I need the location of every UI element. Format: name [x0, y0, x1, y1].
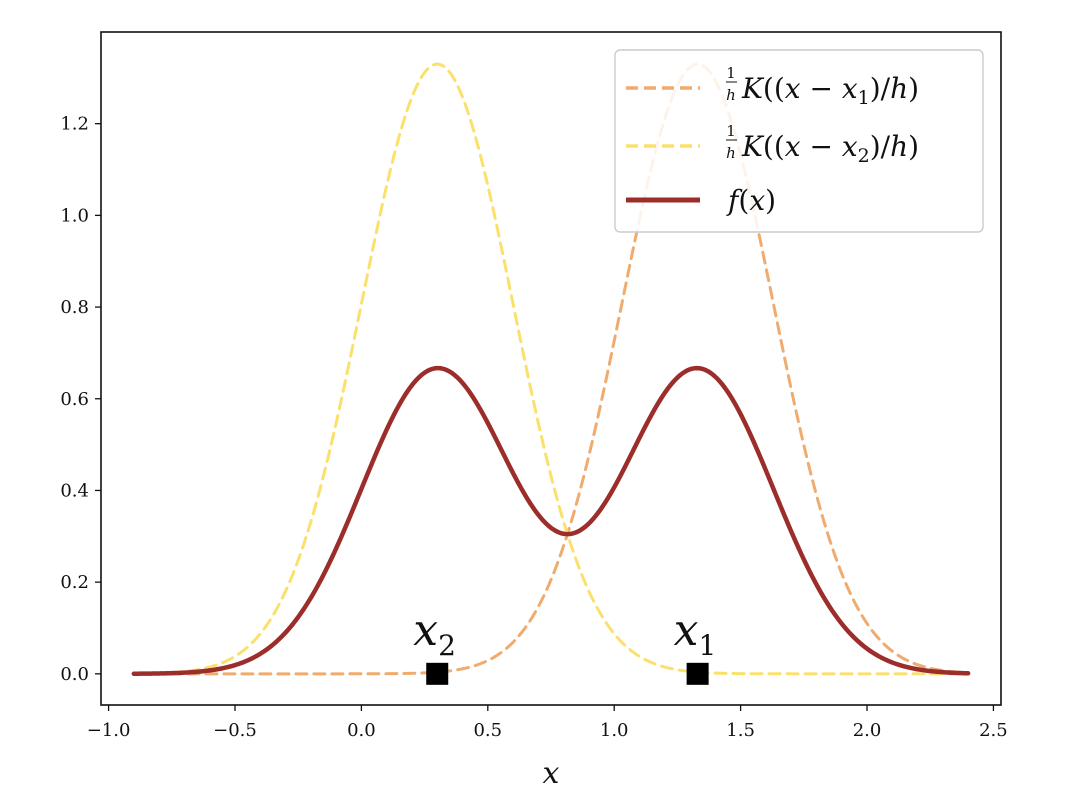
- y-tick-label: 0.6: [60, 389, 89, 410]
- x-axis-label: x: [543, 756, 560, 791]
- kernel-curve-x2: [132, 62, 970, 676]
- legend-frac-den: h: [726, 144, 736, 162]
- x-tick-label: −1.0: [87, 720, 131, 741]
- data-point-annotation: x2: [413, 605, 456, 662]
- x-tick-label: 2.5: [979, 720, 1008, 741]
- legend-item-fx: f(x): [626, 184, 776, 217]
- legend: 1 h K((x − x1)/h) 1 h K((x − x2)/h) f(x): [614, 49, 984, 233]
- y-tick-label: 1.0: [60, 205, 89, 226]
- legend-label-kernel-x2: K((x − x2)/h): [741, 130, 919, 167]
- legend-frac-num: 1: [726, 64, 736, 82]
- legend-item-kernel-x2: 1 h K((x − x2)/h): [626, 122, 919, 167]
- y-tick-label: 0.2: [60, 572, 89, 593]
- x-axis-ticks: −1.0 −0.5 0.0 0.5 1.0 1.5 2.0 2.5: [87, 705, 1008, 741]
- x-tick-label: 1.5: [726, 720, 755, 741]
- x-tick-label: 1.0: [600, 720, 629, 741]
- x-tick-label: 2.0: [853, 720, 882, 741]
- y-tick-label: 0.8: [60, 297, 89, 318]
- legend-frac-num: 1: [726, 122, 736, 140]
- data-point-marker: [426, 662, 449, 685]
- legend-label-kernel-x1: K((x − x1)/h): [741, 72, 919, 109]
- plot-frame: [100, 31, 1002, 706]
- x-tick-label: 0.0: [347, 720, 376, 741]
- density-curve-fx: [131, 365, 971, 676]
- y-tick-label: 1.2: [60, 114, 89, 135]
- legend-frac-den: h: [726, 86, 736, 104]
- data-point-marker: [686, 662, 709, 685]
- y-tick-label: 0.4: [60, 480, 89, 501]
- legend-item-kernel-x1: 1 h K((x − x1)/h): [626, 64, 919, 109]
- x-tick-label: 0.5: [473, 720, 502, 741]
- kernel-curve-x1: [132, 62, 970, 676]
- y-axis-ticks: 0.0 0.2 0.4 0.6 0.8 1.0 1.2: [60, 114, 101, 685]
- x-tick-label: −0.5: [213, 720, 257, 741]
- legend-box: [614, 49, 984, 233]
- data-point-annotation: x1: [674, 605, 717, 662]
- legend-label-fx: f(x): [726, 184, 776, 217]
- y-tick-label: 0.0: [60, 664, 89, 685]
- points-layer: x1 x2: [413, 605, 716, 685]
- series-layer: [131, 62, 971, 676]
